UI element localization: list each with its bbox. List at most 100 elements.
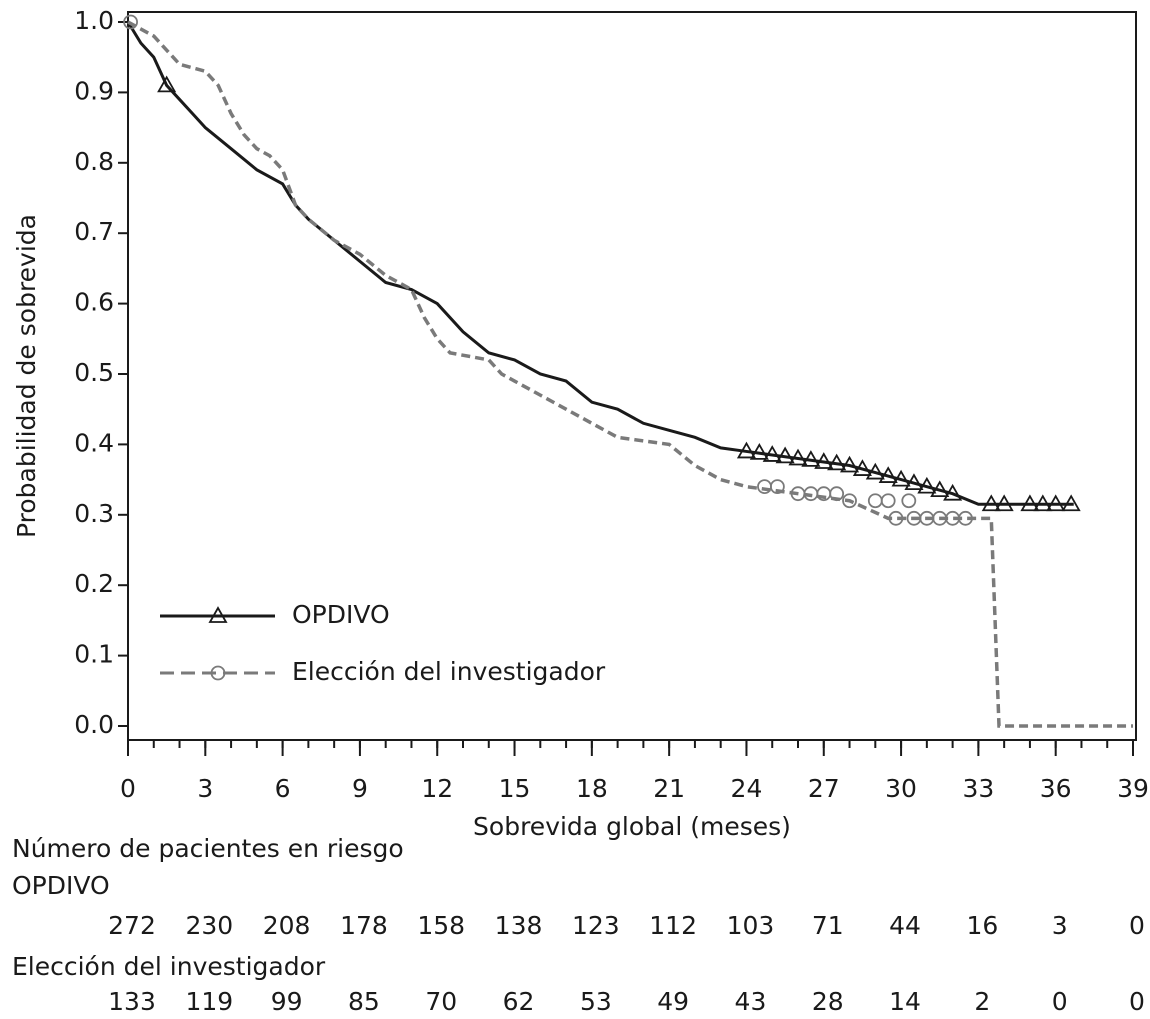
at-risk-value: 62 xyxy=(503,987,535,1016)
at-risk-value: 123 xyxy=(572,911,620,940)
censor-mark xyxy=(958,510,973,526)
y-tick-label: 0.1 xyxy=(74,640,114,669)
y-tick-label: 0.6 xyxy=(74,288,114,317)
at-risk-value: 14 xyxy=(889,987,921,1016)
censor-mark xyxy=(814,452,834,469)
censor-mark xyxy=(917,476,937,494)
y-tick-label: 0.4 xyxy=(74,428,114,457)
at-risk-value: 71 xyxy=(812,911,844,940)
censor-mark xyxy=(1020,494,1040,512)
at-risk-value: 133 xyxy=(108,987,156,1016)
at-risk-value: 53 xyxy=(580,987,612,1016)
at-risk-value: 0 xyxy=(1129,911,1145,940)
at-risk-value: 178 xyxy=(340,911,388,940)
at-risk-value: 2 xyxy=(974,987,990,1016)
plot-frame xyxy=(127,11,1137,741)
at-risk-value: 70 xyxy=(425,987,457,1016)
x-tick-label: 0 xyxy=(120,774,136,803)
x-axis-title: Sobrevida global (meses) xyxy=(473,812,791,841)
censor-mark xyxy=(1061,494,1081,512)
legend-label: Elección del investigador xyxy=(292,657,606,686)
y-tick-label: 0.2 xyxy=(74,569,114,598)
at-risk-row-label: OPDIVO xyxy=(12,871,110,900)
at-risk-value: 112 xyxy=(649,911,697,940)
at-risk-value: 3 xyxy=(1052,911,1068,940)
censor-mark xyxy=(891,469,911,487)
at-risk-value: 49 xyxy=(657,987,689,1016)
x-tick-label: 12 xyxy=(421,774,453,803)
censor-mark xyxy=(981,494,1001,512)
y-tick-label: 0.8 xyxy=(74,147,114,176)
at-risk-value: 230 xyxy=(185,911,233,940)
censor-mark xyxy=(769,479,785,495)
censor-mark xyxy=(852,459,872,476)
censor-mark xyxy=(901,493,917,509)
x-tick-label: 36 xyxy=(1040,774,1072,803)
censor-mark xyxy=(762,445,782,462)
censor-mark xyxy=(842,493,857,509)
censor-mark xyxy=(865,462,885,480)
censor-mark xyxy=(757,479,772,495)
legend-marker xyxy=(210,665,226,681)
survival-curve xyxy=(126,21,1074,506)
censor-mark xyxy=(839,455,860,473)
y-tick-label: 0.7 xyxy=(74,217,114,246)
censor-mark xyxy=(827,453,847,471)
censor-mark xyxy=(1033,494,1053,512)
censor-mark xyxy=(930,480,950,498)
x-tick-label: 9 xyxy=(352,774,368,803)
at-risk-value: 43 xyxy=(735,987,767,1016)
y-tick-label: 0.0 xyxy=(74,710,114,739)
at-risk-value: 0 xyxy=(1129,987,1145,1016)
x-tick-label: 15 xyxy=(499,774,531,803)
x-tick-label: 24 xyxy=(731,774,763,803)
at-risk-value: 119 xyxy=(185,987,233,1016)
censor-mark xyxy=(775,446,795,464)
censor-mark xyxy=(880,493,896,509)
censor-mark xyxy=(994,494,1014,512)
censor-mark xyxy=(943,483,963,501)
y-axis-title: Probabilidad de sobrevida xyxy=(12,214,41,538)
x-tick-label: 27 xyxy=(808,774,840,803)
x-tick-label: 39 xyxy=(1117,774,1149,803)
censor-mark xyxy=(749,443,769,460)
censor-mark xyxy=(829,486,845,502)
at-risk-value: 44 xyxy=(889,911,921,940)
censor-mark xyxy=(736,441,757,459)
censor-mark xyxy=(888,510,904,526)
censor-mark xyxy=(878,466,898,483)
censor-mark xyxy=(867,493,883,509)
at-risk-value: 0 xyxy=(1052,987,1068,1016)
y-tick-label: 1.0 xyxy=(74,6,114,35)
at-risk-value: 208 xyxy=(263,911,311,940)
at-risk-value: 158 xyxy=(417,911,465,940)
at-risk-value: 138 xyxy=(495,911,543,940)
y-tick-label: 0.3 xyxy=(74,499,114,528)
x-tick-label: 33 xyxy=(962,774,994,803)
y-tick-label: 0.5 xyxy=(74,358,114,387)
x-tick-label: 21 xyxy=(653,774,685,803)
legend-marker xyxy=(208,606,228,623)
censor-mark xyxy=(1046,494,1066,512)
at-risk-row-label: Elección del investigador xyxy=(12,952,326,981)
x-tick-label: 30 xyxy=(885,774,917,803)
at-risk-value: 28 xyxy=(812,987,844,1016)
at-risk-title: Número de pacientes en riesgo xyxy=(12,834,404,863)
censor-mark xyxy=(788,448,808,466)
at-risk-value: 272 xyxy=(108,911,156,940)
x-tick-label: 3 xyxy=(197,774,213,803)
legend-label: OPDIVO xyxy=(292,600,390,629)
at-risk-value: 99 xyxy=(271,987,303,1016)
censor-mark xyxy=(801,450,821,467)
x-tick-label: 6 xyxy=(275,774,291,803)
at-risk-value: 16 xyxy=(966,911,998,940)
y-tick-label: 0.9 xyxy=(74,76,114,105)
censor-mark xyxy=(157,75,177,93)
x-tick-label: 18 xyxy=(576,774,608,803)
at-risk-value: 103 xyxy=(727,911,775,940)
censor-mark xyxy=(123,14,138,30)
censor-mark xyxy=(904,473,924,491)
at-risk-value: 85 xyxy=(348,987,380,1016)
